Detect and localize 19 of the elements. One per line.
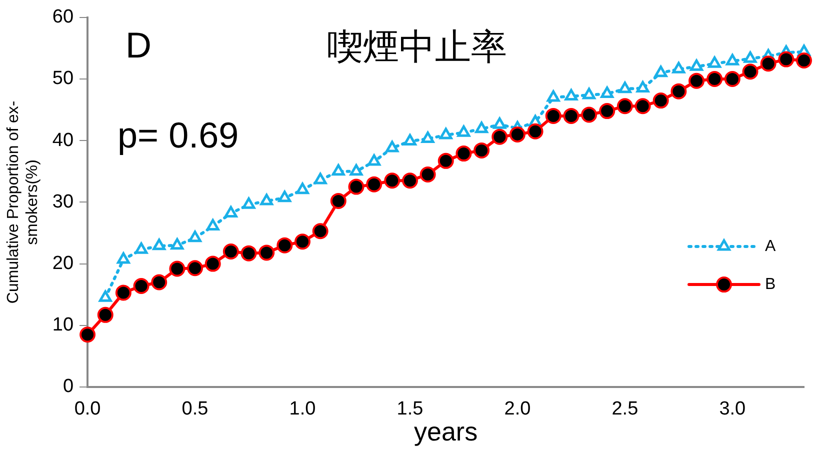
legend-label: B xyxy=(765,276,776,293)
x-tick-label: 3.0 xyxy=(719,398,746,420)
x-tick-label: 1.0 xyxy=(289,398,316,420)
x-tick-label: 2.0 xyxy=(504,398,531,420)
x-tick-label: 2.5 xyxy=(612,398,638,420)
x-tick-label: 0.5 xyxy=(182,398,208,420)
y-tick-label: 50 xyxy=(52,68,74,90)
legend-label: A xyxy=(765,238,776,255)
x-tick-label: 0.0 xyxy=(74,398,101,420)
y-tick-label: 0 xyxy=(62,376,74,398)
y-tick-label: 20 xyxy=(52,253,74,274)
y-tick-label: 10 xyxy=(52,314,74,336)
y-tick-label: 30 xyxy=(52,191,74,212)
y-tick-label: 60 xyxy=(52,6,74,28)
y-axis-title: Cumulative Proportion of ex-smokers(%) xyxy=(5,100,42,304)
annotation: D xyxy=(126,24,152,66)
chart-title: 喫煙中止率 xyxy=(327,26,508,68)
annotation: p= 0.69 xyxy=(118,114,239,156)
y-tick-label: 40 xyxy=(52,130,74,151)
